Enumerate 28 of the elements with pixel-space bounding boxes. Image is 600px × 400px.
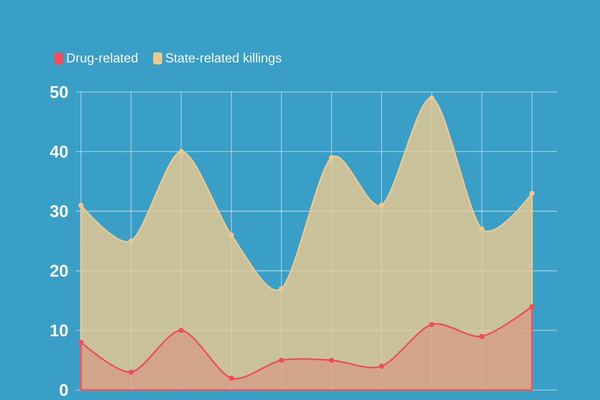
point <box>328 154 334 160</box>
point <box>529 304 535 310</box>
point <box>278 286 284 292</box>
y-tick-label: 50 <box>50 86 68 98</box>
y-tick-label: 20 <box>50 264 68 277</box>
point <box>479 334 484 339</box>
point <box>128 370 134 375</box>
y-tick-label: 40 <box>50 146 68 158</box>
legend-label: Drug-related <box>67 52 138 66</box>
legend-label: State-related killings <box>166 52 282 66</box>
point <box>529 190 535 196</box>
point <box>128 238 134 244</box>
point <box>178 149 184 154</box>
point <box>379 364 384 369</box>
point <box>178 328 184 333</box>
y-tick-label: 30 <box>50 205 68 218</box>
y-tick-label: 0 <box>60 384 68 396</box>
point <box>228 232 234 238</box>
point <box>78 340 84 345</box>
point <box>228 375 234 381</box>
point <box>479 226 484 232</box>
point <box>328 358 334 363</box>
point <box>278 358 284 363</box>
point <box>429 322 434 328</box>
y-tick-label: 10 <box>50 324 68 336</box>
point <box>429 95 434 101</box>
point <box>78 202 84 208</box>
point <box>379 202 384 208</box>
